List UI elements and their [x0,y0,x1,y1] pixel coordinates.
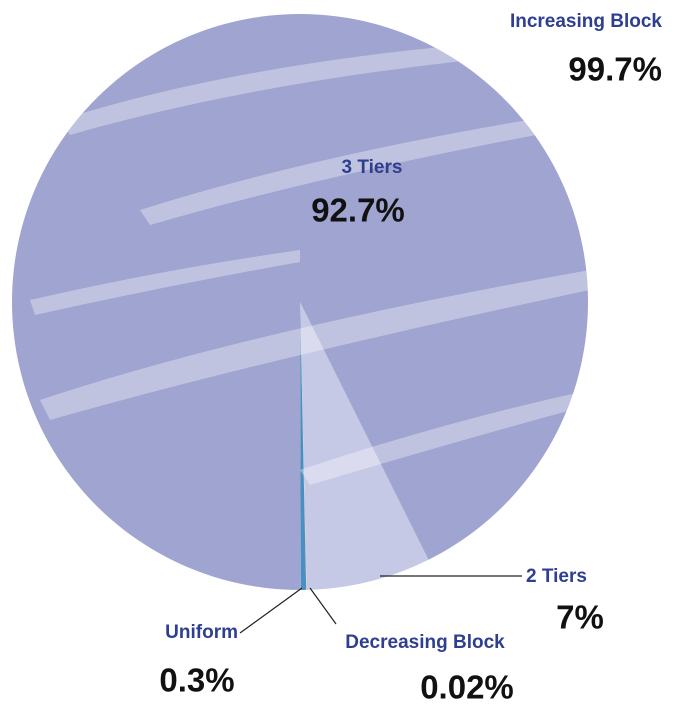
pie-slice [300,302,429,590]
pie-slice [300,302,307,590]
group-value-label: 99.7% [568,51,662,88]
slice-label: Decreasing Block [345,632,505,653]
leader-line [309,587,337,625]
slice-label: 3 Tiers [342,157,403,178]
slice-label: Uniform [165,622,238,643]
slice-value-label: 0.3% [159,662,234,699]
pie-slice [300,302,307,590]
pie-slice [11,14,588,591]
slice-label: 2 Tiers [526,566,587,587]
increasing-block-group [11,14,588,591]
water-texture [30,40,588,485]
leader-line [239,587,303,634]
slice-value-label: 0.02% [420,669,514,706]
group-label: Increasing Block [510,11,662,32]
slice-value-label: 7% [556,599,604,636]
slice-value-label: 92.7% [311,192,405,229]
